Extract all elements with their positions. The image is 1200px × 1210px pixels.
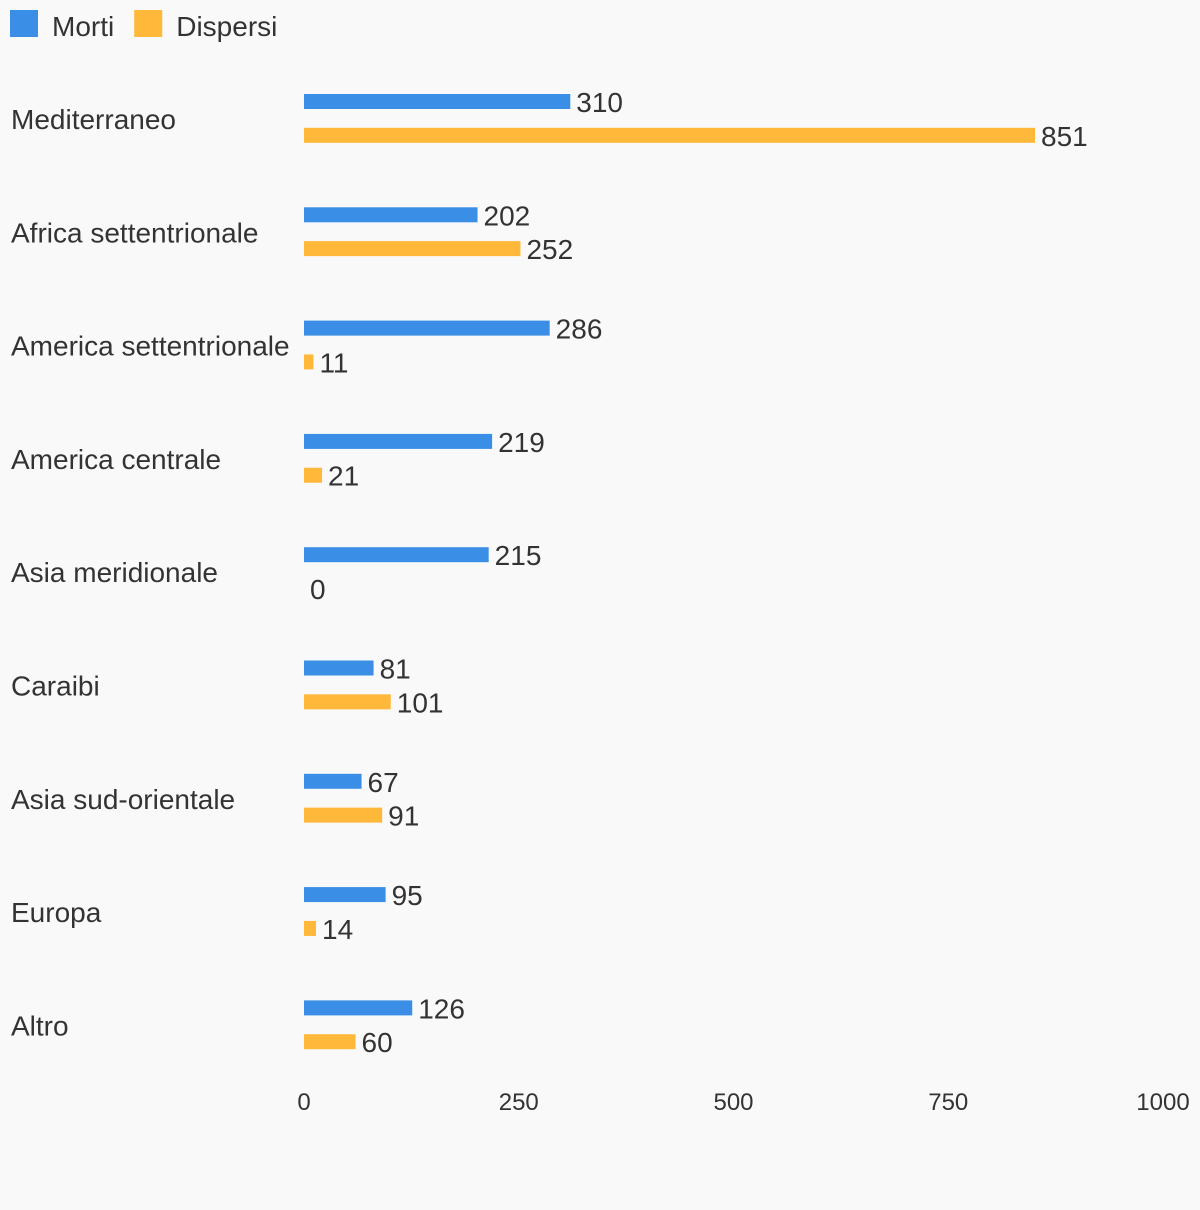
bar-dispersi	[304, 127, 1036, 143]
value-label-dispersi: 101	[397, 687, 444, 718]
x-axis-ticks: 0 250 500 750 1000	[297, 1089, 1189, 1116]
category-label: Mediterraneo	[11, 104, 176, 135]
legend-label-2: Dispersi	[176, 11, 277, 42]
value-label-dispersi: 0	[310, 574, 326, 605]
category-label: Altro	[11, 1010, 69, 1041]
value-label-morti: 81	[380, 654, 411, 685]
value-label-morti: 95	[392, 880, 423, 911]
legend-label-1: Morti	[52, 11, 114, 42]
bar-dispersi	[304, 1034, 356, 1050]
bar-dispersi	[304, 467, 323, 483]
value-label-morti: 215	[495, 540, 542, 571]
value-label-dispersi: 60	[362, 1027, 393, 1058]
value-label-dispersi: 851	[1041, 121, 1088, 152]
value-label-dispersi: 11	[319, 347, 348, 378]
value-label-morti: 310	[576, 87, 623, 118]
value-label-dispersi: 252	[526, 234, 573, 265]
value-label-dispersi: 21	[328, 461, 359, 492]
value-label-dispersi: 14	[322, 914, 353, 945]
bar-morti	[304, 433, 493, 449]
value-label-morti: 67	[368, 767, 399, 798]
chart-legend: Morti Dispersi	[10, 10, 277, 42]
bar-dispersi	[304, 241, 521, 257]
x-tick-label: 250	[499, 1089, 539, 1116]
bar-morti	[304, 660, 374, 676]
category-labels: Mediterraneo Africa settentrionale America…	[11, 104, 290, 1041]
value-label-morti: 286	[556, 314, 603, 345]
category-label: America centrale	[11, 444, 221, 475]
bar-morti	[304, 1000, 413, 1016]
bar-morti	[304, 547, 489, 563]
legend-swatch-2	[134, 10, 163, 37]
bar-dispersi	[304, 807, 383, 823]
legend-swatch-1	[10, 10, 38, 37]
category-label: Africa settentrionale	[11, 217, 258, 248]
value-label-morti: 202	[484, 200, 531, 231]
bar-morti	[304, 773, 362, 789]
category-label: Caraibi	[11, 671, 100, 702]
bar-dispersi	[304, 694, 391, 710]
x-tick-label: 1000	[1136, 1089, 1189, 1116]
category-label: Asia sud-orientale	[11, 784, 235, 815]
x-tick-label: 750	[928, 1089, 968, 1116]
value-label-morti: 219	[498, 427, 545, 458]
bar-morti	[304, 320, 550, 336]
bar-morti	[304, 94, 571, 109]
category-label: Asia meridionale	[11, 557, 218, 588]
bar-morti	[304, 887, 386, 903]
category-label: America settentrionale	[11, 331, 290, 362]
x-tick-label: 500	[713, 1089, 753, 1116]
x-tick-label: 0	[297, 1089, 310, 1116]
category-label: Europa	[11, 897, 102, 928]
value-label-dispersi: 91	[388, 801, 419, 832]
bar-dispersi	[304, 920, 317, 936]
bar-morti	[304, 207, 478, 223]
value-label-morti: 126	[418, 993, 465, 1024]
bar-dispersi	[304, 354, 314, 370]
